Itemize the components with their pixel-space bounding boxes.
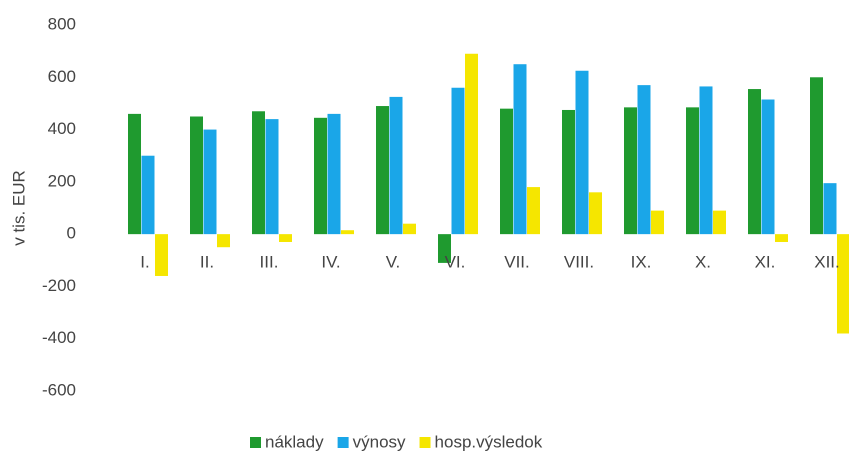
x-tick-label: VIII. <box>564 252 594 271</box>
y-tick-label: -200 <box>42 276 76 295</box>
bar <box>341 230 354 235</box>
y-axis-label: v tis. EUR <box>9 170 28 246</box>
bar <box>513 64 527 235</box>
x-tick-label: VI. <box>445 252 466 271</box>
legend-swatch <box>250 437 261 448</box>
legend-label: náklady <box>265 432 324 451</box>
bar <box>810 77 823 235</box>
bar <box>217 234 230 248</box>
bar <box>775 234 788 242</box>
x-tick-label: IV. <box>321 252 340 271</box>
bar <box>761 99 775 235</box>
y-tick-label: -400 <box>42 328 76 347</box>
bar <box>527 187 540 235</box>
bar <box>141 155 155 235</box>
y-tick-label: 0 <box>67 224 76 243</box>
bar <box>748 89 761 235</box>
bar <box>575 70 589 235</box>
x-tick-label: I. <box>140 252 149 271</box>
bar <box>562 109 575 235</box>
bar <box>651 210 664 235</box>
bar <box>624 107 637 235</box>
bar <box>190 116 203 235</box>
bar <box>637 85 651 235</box>
bar <box>327 113 341 235</box>
bar <box>203 129 217 235</box>
x-tick-label: X. <box>695 252 711 271</box>
y-tick-label: 200 <box>48 171 76 190</box>
y-tick-label: -600 <box>42 380 76 399</box>
bar <box>314 117 327 235</box>
legend-label: hosp.výsledok <box>435 432 543 451</box>
y-tick-label: 600 <box>48 67 76 86</box>
bar <box>155 234 168 276</box>
legend-swatch <box>337 437 349 448</box>
bar <box>713 210 726 235</box>
bar <box>837 234 849 334</box>
x-tick-label: IX. <box>631 252 652 271</box>
bar <box>389 96 403 235</box>
bar <box>265 119 279 235</box>
x-tick-label: XII. <box>814 252 840 271</box>
bar <box>128 113 141 235</box>
x-tick-label: VII. <box>504 252 530 271</box>
bar <box>465 53 478 235</box>
bar <box>823 183 837 235</box>
bar <box>403 223 416 235</box>
bar <box>699 86 713 235</box>
bar <box>500 108 513 235</box>
bar <box>686 107 699 235</box>
legend-label: výnosy <box>353 432 406 451</box>
bar <box>451 87 465 235</box>
bar <box>252 111 265 235</box>
legend-swatch <box>419 437 431 448</box>
x-tick-label: II. <box>200 252 214 271</box>
x-tick-label: V. <box>386 252 401 271</box>
y-tick-label: 800 <box>48 14 76 33</box>
x-tick-label: XI. <box>755 252 776 271</box>
x-tick-label: III. <box>260 252 279 271</box>
bar <box>279 234 292 242</box>
bar <box>589 192 602 235</box>
y-tick-label: 400 <box>48 119 76 138</box>
bar <box>376 106 389 235</box>
bar <box>438 234 451 263</box>
